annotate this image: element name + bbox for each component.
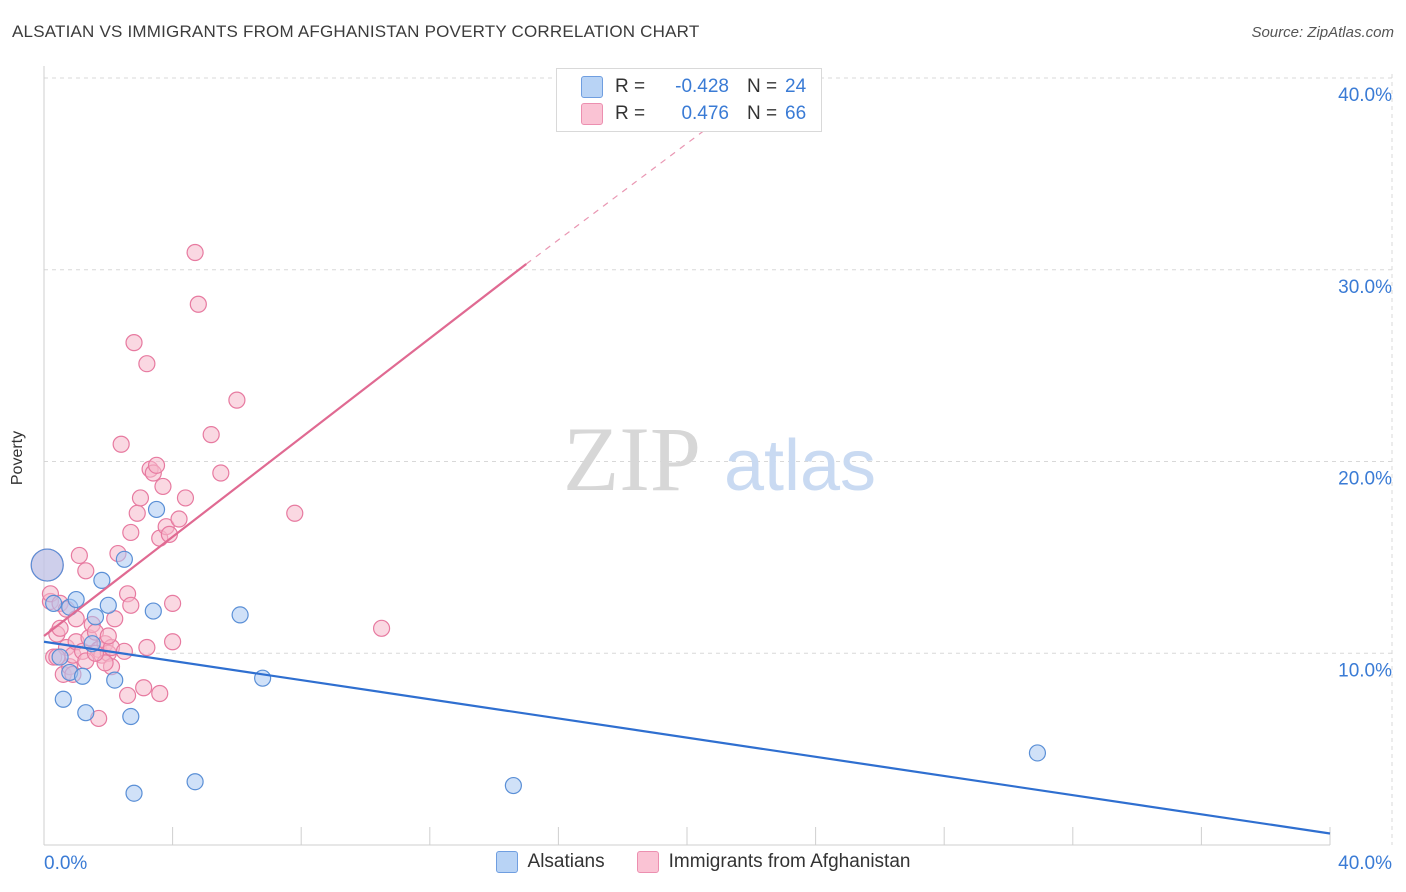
data-point-alsatians (147, 500, 166, 519)
data-point-afghanistan (228, 391, 246, 409)
data-point-afghanistan (77, 562, 95, 580)
series-alsatians-points (30, 500, 1047, 802)
watermark-zip: ZIP (563, 408, 701, 510)
data-point-afghanistan (118, 686, 137, 705)
grid-lines (44, 74, 1393, 845)
series-afghanistan-points (30, 243, 391, 728)
legend-item-alsatians: Alsatians (495, 851, 605, 873)
data-point-afghanistan (164, 594, 182, 612)
data-point-afghanistan (70, 546, 88, 565)
data-point-afghanistan (147, 456, 166, 474)
chart-title: ALSATIAN VS IMMIGRANTS FROM AFGHANISTAN … (12, 22, 700, 41)
data-point-alsatians (77, 704, 95, 722)
legend-label-afghanistan: Immigrants from Afghanistan (668, 851, 911, 872)
legend-swatch-pink (581, 103, 603, 125)
legend-n-label: N = (747, 76, 778, 97)
data-point-alsatians (504, 776, 522, 795)
data-point-alsatians (45, 594, 63, 612)
y-tick-label: 20.0% (1338, 469, 1392, 490)
data-point-alsatians (30, 548, 64, 582)
data-point-afghanistan (125, 334, 143, 352)
data-point-afghanistan (99, 627, 117, 645)
legend-swatch-blue (495, 851, 518, 873)
legend-n-value: 66 (785, 103, 807, 124)
data-point-alsatians (54, 690, 72, 708)
legend-r-value: 0.476 (681, 103, 729, 124)
data-point-afghanistan (372, 619, 391, 637)
legend-r-value: -0.428 (675, 76, 729, 97)
trend-line-alsatians (43, 640, 1331, 835)
trend-line-afghanistan (43, 263, 527, 637)
legend-item-afghanistan: Immigrants from Afghanistan (636, 851, 911, 873)
data-point-alsatians (51, 648, 69, 666)
data-point-alsatians (86, 608, 105, 626)
data-point-afghanistan (131, 489, 150, 507)
watermark-atlas: atlas (724, 426, 876, 506)
data-point-afghanistan (212, 464, 230, 482)
watermark: ZIP atlas (563, 408, 876, 510)
data-point-afghanistan (135, 679, 153, 697)
data-point-alsatians (99, 596, 117, 614)
data-point-afghanistan (122, 596, 140, 614)
legend-swatch-blue (581, 76, 603, 98)
data-point-afghanistan (189, 295, 207, 313)
trend-line-afghanistan-extension (525, 113, 726, 265)
data-point-alsatians (1028, 744, 1047, 762)
y-tick-label: 10.0% (1338, 660, 1392, 681)
legend-label-alsatians: Alsatians (527, 851, 605, 872)
data-point-afghanistan (154, 477, 172, 496)
data-point-alsatians (144, 602, 162, 620)
data-point-afghanistan (186, 243, 204, 262)
x-tick-label: 0.0% (44, 853, 87, 874)
legend-r-label: R = (615, 76, 646, 97)
legend-row-afghanistan: R = 0.476 N = 66 (581, 101, 806, 127)
axes (43, 66, 1331, 846)
data-point-alsatians (231, 606, 249, 624)
legend-n-label: N = (747, 103, 778, 124)
data-point-alsatians (73, 667, 92, 685)
x-tick-label: 40.0% (1338, 853, 1392, 874)
data-point-afghanistan (138, 355, 156, 373)
trend-lines (43, 113, 1331, 835)
tick-labels: 10.0% 20.0% 30.0% 40.0% 0.0% 40.0% (44, 85, 1392, 874)
source-label: Source: ZipAtlas.com (1251, 24, 1394, 41)
data-point-alsatians (115, 550, 133, 568)
data-point-afghanistan (286, 504, 304, 522)
legend-n-value: 24 (785, 76, 807, 97)
correlation-legend: R = -0.428 N = 24 R = 0.476 N = 66 (556, 68, 822, 132)
data-point-alsatians (93, 571, 111, 589)
data-point-afghanistan (112, 435, 130, 453)
data-point-alsatians (125, 784, 143, 802)
legend-swatch-pink (636, 851, 659, 873)
data-point-alsatians (122, 707, 140, 726)
y-tick-label: 30.0% (1338, 277, 1392, 298)
data-point-alsatians (67, 590, 85, 609)
series-legend: Alsatians Immigrants from Afghanistan (0, 851, 1406, 873)
data-point-afghanistan (151, 684, 169, 703)
data-point-afghanistan (176, 489, 195, 507)
y-tick-label: 40.0% (1338, 85, 1392, 106)
data-point-alsatians (186, 773, 204, 791)
data-point-afghanistan (51, 619, 69, 637)
legend-r-label: R = (615, 103, 646, 124)
data-point-afghanistan (128, 504, 146, 522)
legend-row-alsatians: R = -0.428 N = 24 (581, 74, 806, 100)
data-point-afghanistan (115, 642, 133, 660)
data-point-alsatians (106, 671, 124, 689)
data-point-afghanistan (138, 638, 156, 657)
data-point-afghanistan (164, 633, 182, 651)
data-point-afghanistan (170, 510, 188, 528)
data-point-afghanistan (122, 523, 140, 542)
data-point-afghanistan (202, 426, 220, 444)
